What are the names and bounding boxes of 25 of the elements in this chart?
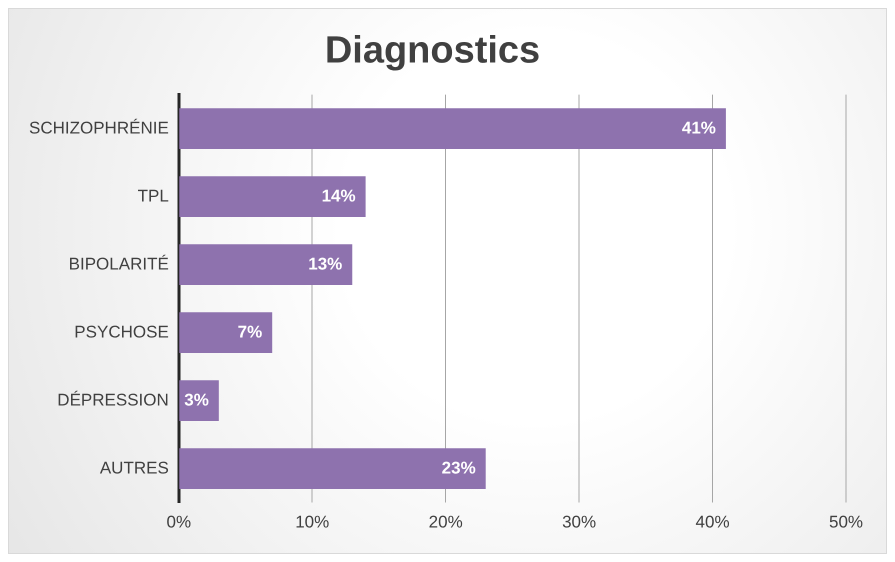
x-tick-label: 20% xyxy=(428,512,463,532)
y-tick-label: PSYCHOSE xyxy=(74,322,169,342)
x-tick-label: 10% xyxy=(295,512,330,532)
data-label: 3% xyxy=(184,390,209,410)
x-tick-label: 30% xyxy=(562,512,596,532)
y-tick-label: AUTRES xyxy=(100,458,169,478)
bar xyxy=(179,448,486,489)
y-tick-label: TPL xyxy=(138,186,169,206)
bar xyxy=(179,312,272,353)
data-label: 14% xyxy=(322,186,356,206)
y-tick-label: BIPOLARITÉ xyxy=(68,254,169,274)
bar xyxy=(179,108,726,149)
data-label: 41% xyxy=(682,118,716,138)
y-tick-label: SCHIZOPHRÉNIE xyxy=(28,118,169,138)
y-tick-label: DÉPRESSION xyxy=(57,390,169,410)
bar xyxy=(179,176,366,217)
data-label: 7% xyxy=(238,322,262,342)
chart-title: Diagnostics xyxy=(324,29,540,72)
data-label: 13% xyxy=(308,254,342,274)
x-tick-label: 50% xyxy=(828,512,864,532)
bar xyxy=(179,244,352,285)
x-tick-label: 0% xyxy=(166,512,192,532)
bar xyxy=(179,380,219,421)
x-tick-label: 40% xyxy=(696,512,730,532)
data-label: 23% xyxy=(442,458,476,478)
